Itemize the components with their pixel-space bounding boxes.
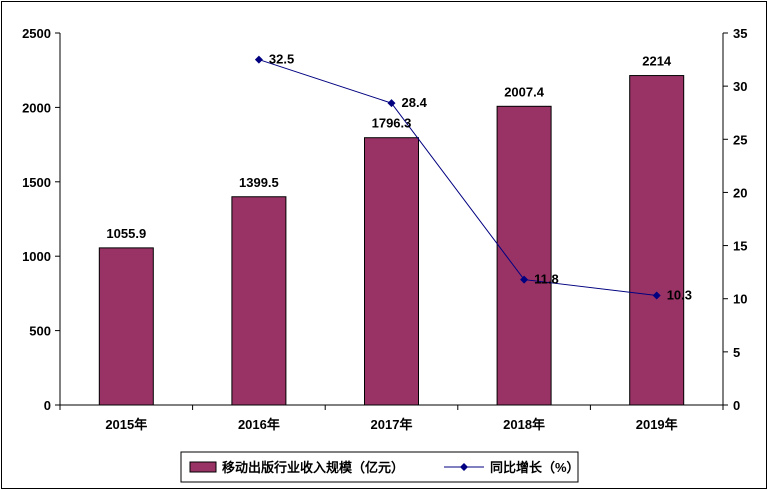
y-left-tick-label: 0 <box>44 398 51 413</box>
bar <box>231 196 287 406</box>
bar <box>629 75 685 406</box>
x-tick-label: 2019年 <box>636 417 678 432</box>
y-right-tick-label: 15 <box>733 239 747 254</box>
y-right-tick-label: 25 <box>733 132 747 147</box>
y-right-tick-label: 0 <box>733 398 740 413</box>
y-right-tick-label: 30 <box>733 79 747 94</box>
line-data-label: 32.5 <box>269 52 294 67</box>
bar-data-label: 2214 <box>642 54 672 69</box>
y-right-tick-label: 10 <box>733 292 747 307</box>
x-tick-label: 2017年 <box>371 417 413 432</box>
bar-data-label: 1055.9 <box>106 226 146 241</box>
line-data-label: 11.8 <box>534 272 559 287</box>
x-tick-label: 2016年 <box>238 417 280 432</box>
bar-data-label: 1796.3 <box>372 116 412 131</box>
legend-label-line: 同比增长（%） <box>490 460 580 475</box>
legend-swatch-bar <box>189 461 217 473</box>
bar <box>98 247 154 406</box>
y-right-tick-label: 20 <box>733 185 747 200</box>
y-left-tick-label: 2000 <box>22 100 51 115</box>
y-left-tick-label: 1000 <box>22 249 51 264</box>
legend: 移动出版行业收入规模（亿元） 同比增长（%） <box>180 451 580 483</box>
y-right-tick-label: 5 <box>733 345 740 360</box>
line-series <box>258 59 657 297</box>
bar <box>496 105 552 406</box>
bar-data-label: 2007.4 <box>504 84 545 99</box>
x-tick-label: 2018年 <box>503 417 545 432</box>
x-tick-label: 2015年 <box>105 417 147 432</box>
legend-swatch-marker <box>460 463 468 471</box>
bar <box>364 137 419 406</box>
bar-data-label: 1399.5 <box>239 175 279 190</box>
line-data-label: 28.4 <box>402 95 428 110</box>
legend-box <box>180 451 579 483</box>
line-point <box>652 291 661 300</box>
legend-label-bar: 移动出版行业收入规模（亿元） <box>222 460 404 475</box>
line-point <box>520 275 529 284</box>
line-point <box>254 55 263 64</box>
line-point <box>387 99 396 108</box>
y-left-tick-label: 2500 <box>22 26 51 41</box>
plot-area: 0 500 1000 1500 2000 2500 0 5 10 15 20 25 30 35 2015年 2… <box>22 26 747 432</box>
y-left-tick-label: 500 <box>29 324 51 339</box>
y-right-tick-label: 35 <box>733 26 747 41</box>
y-left-tick-label: 1500 <box>22 175 51 190</box>
line-data-label: 10.3 <box>667 288 692 303</box>
